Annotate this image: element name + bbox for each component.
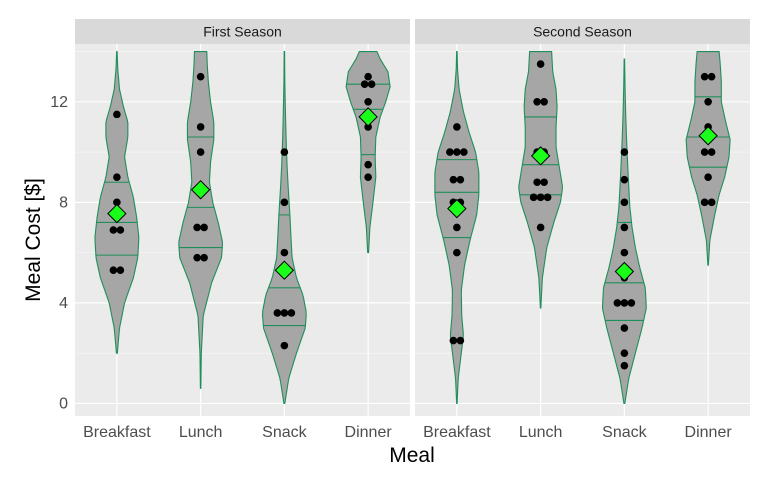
data-point — [200, 253, 208, 262]
panel-title-second-season: Second Season — [533, 24, 632, 40]
data-point — [543, 193, 552, 202]
violin-first-season-snack — [262, 50, 307, 404]
data-point — [109, 266, 118, 275]
mean-marker — [614, 261, 635, 282]
data-point — [449, 175, 458, 184]
data-point — [367, 80, 376, 89]
data-point — [460, 148, 468, 156]
data-point — [536, 193, 545, 202]
data-point — [540, 178, 548, 187]
data-point — [533, 178, 541, 187]
data-point — [620, 248, 629, 257]
data-point — [113, 110, 121, 119]
data-point — [704, 173, 712, 182]
x-tick-label-snack: Snack — [602, 424, 647, 441]
mean-marker — [107, 203, 127, 224]
data-point — [620, 223, 629, 232]
data-point — [620, 324, 629, 332]
data-point — [540, 98, 548, 106]
y-tick-label: 8 — [59, 194, 68, 211]
panel-title-first-season: First Season — [203, 24, 282, 40]
data-point — [446, 148, 454, 156]
data-point — [273, 309, 282, 317]
data-point — [196, 123, 205, 131]
y-axis-title: Meal Cost [$] — [22, 178, 45, 302]
data-point — [700, 198, 709, 207]
data-point — [280, 148, 289, 156]
data-point — [620, 198, 629, 207]
violin-first-season-lunch — [178, 50, 223, 389]
x-tick-label-snack: Snack — [262, 424, 307, 441]
data-point — [627, 299, 636, 307]
data-point — [113, 173, 121, 182]
y-tick-label: 0 — [59, 395, 68, 412]
data-point — [529, 193, 538, 202]
mean-marker — [447, 198, 467, 219]
data-point — [109, 226, 118, 234]
x-tick-label-lunch: Lunch — [519, 424, 563, 441]
violin-first-season-dinner — [345, 50, 391, 254]
x-tick-label-breakfast: Breakfast — [423, 424, 491, 441]
data-point — [280, 198, 289, 207]
mean-marker — [698, 126, 718, 146]
data-point — [704, 98, 712, 106]
data-point — [453, 223, 461, 232]
data-point — [449, 336, 458, 345]
data-point — [456, 175, 465, 184]
data-point — [620, 148, 629, 156]
data-point — [364, 98, 372, 106]
data-point — [456, 336, 465, 345]
mean-marker — [530, 146, 551, 166]
data-point — [364, 72, 372, 81]
data-point — [193, 223, 201, 232]
violin-second-season-lunch — [518, 50, 563, 309]
data-point — [364, 160, 372, 169]
mean-marker — [358, 107, 378, 127]
data-point — [196, 72, 205, 81]
data-point — [453, 123, 461, 131]
data-point — [707, 72, 716, 81]
x-tick-label-dinner: Dinner — [685, 424, 733, 441]
data-point — [620, 299, 629, 307]
data-point — [196, 148, 205, 156]
data-point — [620, 175, 629, 184]
data-point — [116, 226, 125, 234]
x-tick-label-breakfast: Breakfast — [83, 424, 151, 441]
mean-marker — [190, 180, 211, 200]
data-point — [280, 248, 289, 257]
data-point — [453, 148, 461, 156]
data-point — [620, 361, 629, 370]
data-point — [193, 253, 201, 262]
mean-marker — [274, 260, 295, 280]
data-point — [707, 148, 716, 156]
data-point — [200, 223, 208, 232]
data-point — [700, 148, 709, 156]
y-axis-title-group: Meal Cost [$] — [22, 178, 45, 302]
panel-strip-second-season — [415, 19, 750, 44]
data-point — [360, 80, 369, 89]
data-point — [453, 248, 461, 257]
x-axis-title: Meal — [389, 444, 435, 467]
data-point — [707, 198, 716, 207]
y-tick-label: 12 — [50, 94, 68, 111]
data-point — [536, 60, 545, 68]
data-point — [620, 349, 629, 357]
data-point — [116, 266, 125, 275]
data-point — [613, 299, 622, 307]
data-point — [364, 173, 372, 182]
data-point — [113, 198, 121, 207]
panel-strip-first-season — [75, 19, 410, 44]
data-point — [280, 341, 289, 350]
data-point — [364, 123, 372, 131]
data-point — [700, 72, 709, 81]
x-tick-label-lunch: Lunch — [179, 424, 223, 441]
data-point — [287, 309, 296, 317]
y-tick-label: 4 — [59, 295, 68, 312]
x-tick-label-dinner: Dinner — [345, 424, 393, 441]
data-point — [280, 309, 289, 317]
data-point — [533, 98, 541, 106]
violin-second-season-dinner — [685, 50, 731, 266]
data-point — [536, 223, 545, 232]
